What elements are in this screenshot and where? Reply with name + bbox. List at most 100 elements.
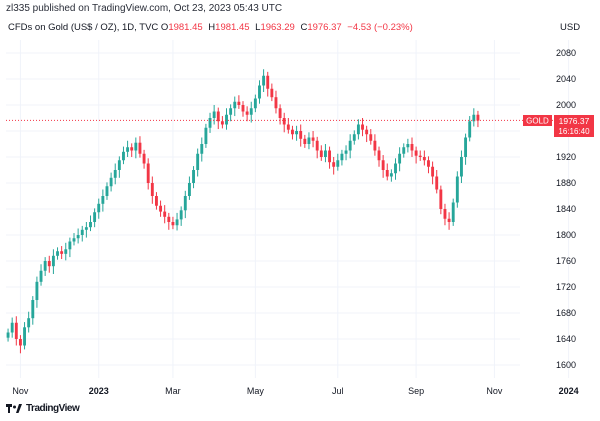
high-value: 1981.45 <box>215 22 250 33</box>
candle-body <box>14 322 18 339</box>
candle-body <box>126 147 130 152</box>
candle-body <box>377 150 381 161</box>
open-value: 1981.45 <box>168 22 203 33</box>
tag-countdown: 16:16:40 <box>558 127 590 136</box>
candle-body <box>476 114 480 121</box>
candle-body <box>361 124 364 130</box>
y-tick-label: 1720 <box>556 282 576 292</box>
tag-gold-bg <box>523 115 552 126</box>
candle-body <box>389 173 393 177</box>
tag-price-bg <box>554 115 594 137</box>
candle-body <box>311 137 315 141</box>
candle-body <box>175 219 179 226</box>
candle-body <box>398 153 402 164</box>
candle-body <box>93 212 97 222</box>
candle-body <box>249 108 253 115</box>
candle-body <box>451 202 455 222</box>
candle-body <box>72 238 76 242</box>
candle-body <box>344 150 348 154</box>
candle-body <box>233 101 237 109</box>
tag-price: 1976.37 <box>559 116 590 126</box>
candle-body <box>402 147 406 154</box>
candle-body <box>122 151 125 161</box>
x-tick-label: 2023 <box>89 386 109 396</box>
candle-body <box>328 150 331 163</box>
price-tag: GOLD 1976.37 16:16:40 <box>523 115 594 137</box>
candle-body <box>80 229 84 235</box>
tradingview-brand: TradingView <box>26 403 80 414</box>
y-tick-label: 1680 <box>556 308 576 318</box>
candle-body <box>307 137 311 144</box>
y-tick-label: 1920 <box>556 152 576 162</box>
close-value: 1976.37 <box>307 22 342 33</box>
candle-body <box>319 150 323 157</box>
candle-body <box>278 108 282 118</box>
x-tick-label: 2024 <box>559 386 579 396</box>
candle-body <box>31 300 35 319</box>
candle-body <box>381 160 385 170</box>
candle-body <box>241 105 245 112</box>
candle-body <box>101 196 105 204</box>
candle-body <box>365 129 369 135</box>
candle-body <box>291 129 294 135</box>
candle-body <box>150 183 154 196</box>
candle-body <box>60 251 64 254</box>
x-tick-label: Nov <box>486 386 503 396</box>
x-tick-label: Sep <box>408 386 424 396</box>
x-axis-labels: Nov 2023 Mar May Jul Sep Nov 2024 <box>12 386 578 396</box>
candle-body <box>18 339 22 346</box>
candle-body <box>274 97 278 109</box>
candle-body <box>356 124 360 135</box>
candle-body <box>286 124 290 130</box>
candle-body <box>179 210 183 220</box>
candle-body <box>64 249 68 254</box>
candle-body <box>266 75 270 89</box>
y-axis-labels: 1600164016801720176018001840188019201960… <box>556 48 576 370</box>
candle-body <box>155 196 158 206</box>
candle-body <box>167 216 171 222</box>
candle-body <box>447 218 451 222</box>
candle-body <box>171 222 175 226</box>
candle-body <box>237 101 241 105</box>
candle-body <box>369 134 373 141</box>
grid-lines <box>6 40 570 378</box>
close-label: C <box>300 22 308 33</box>
candles <box>6 69 480 354</box>
candle-body <box>89 222 92 228</box>
candle-body <box>27 318 31 328</box>
candle-body <box>352 134 356 141</box>
candle-body <box>163 211 167 217</box>
candle-body <box>134 142 138 151</box>
tag-gold-label: GOLD <box>526 117 549 126</box>
tradingview-logo-icon <box>6 404 22 413</box>
candle-body <box>443 209 447 219</box>
candle-body <box>208 118 212 128</box>
candle-body <box>51 255 55 267</box>
y-tick-label: 1840 <box>556 204 576 214</box>
open-label: O <box>160 22 169 33</box>
candle-body <box>138 142 142 154</box>
candle-body <box>455 176 459 203</box>
candle-body <box>262 75 266 86</box>
candle-body <box>97 203 101 213</box>
candle-body <box>130 147 134 151</box>
candle-body <box>315 140 319 151</box>
low-value: 1963.29 <box>260 22 295 33</box>
change-value: −4.53 (−0.23%) <box>347 22 413 33</box>
candle-body <box>431 166 435 177</box>
candle-body <box>340 153 344 161</box>
candle-body <box>282 118 286 125</box>
candle-body <box>439 189 443 209</box>
candle-body <box>220 121 224 125</box>
candle-body <box>348 140 352 151</box>
candle-body <box>385 170 389 177</box>
candle-body <box>295 131 299 135</box>
y-tick-label: 1640 <box>556 334 576 344</box>
candle-body <box>373 140 377 151</box>
candle-body <box>435 176 439 190</box>
candle-body <box>406 144 410 148</box>
candle-body <box>229 108 233 115</box>
symbol-legend: CFDs on Gold (US$ / OZ), 1D, TVC O1981.4… <box>8 22 416 33</box>
candle-body <box>35 281 39 300</box>
